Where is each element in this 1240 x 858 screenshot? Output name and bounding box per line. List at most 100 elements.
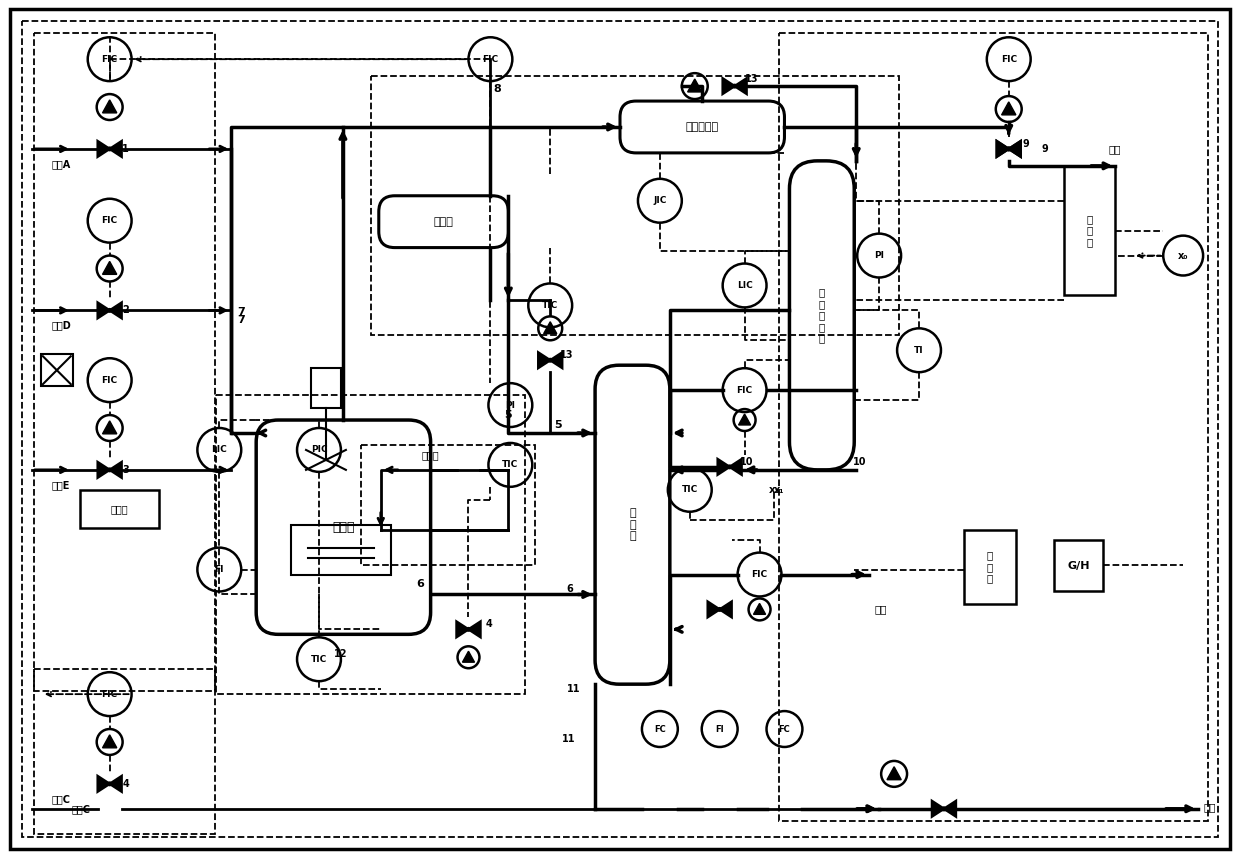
- Text: 8: 8: [494, 84, 501, 94]
- Text: 12: 12: [334, 650, 347, 659]
- Text: TIC: TIC: [502, 461, 518, 469]
- Polygon shape: [103, 734, 117, 748]
- Polygon shape: [463, 651, 475, 662]
- Polygon shape: [997, 141, 1008, 157]
- Text: 冷凝器: 冷凝器: [434, 217, 454, 227]
- Text: 4: 4: [123, 779, 129, 789]
- Circle shape: [733, 84, 737, 88]
- Text: PI: PI: [506, 401, 516, 409]
- Polygon shape: [718, 459, 729, 474]
- Text: 10: 10: [740, 457, 754, 467]
- Text: 气
液
分
离
器: 气 液 分 离 器: [818, 287, 825, 343]
- Polygon shape: [1008, 141, 1021, 157]
- Polygon shape: [1002, 102, 1016, 115]
- Text: x₁: x₁: [769, 485, 780, 495]
- Text: 净化: 净化: [1109, 144, 1121, 154]
- Polygon shape: [688, 79, 702, 92]
- Text: 进料C: 进料C: [52, 794, 71, 804]
- Text: 反应器: 反应器: [332, 521, 355, 534]
- Text: PIC: PIC: [311, 445, 327, 455]
- Polygon shape: [729, 459, 742, 474]
- Bar: [79, 490, 160, 528]
- Circle shape: [108, 468, 112, 472]
- Text: x₀: x₀: [1178, 251, 1188, 261]
- Bar: [780, 33, 1208, 821]
- Polygon shape: [98, 462, 109, 478]
- Polygon shape: [103, 262, 117, 275]
- Polygon shape: [109, 303, 122, 318]
- Bar: [963, 529, 1016, 604]
- Text: 13: 13: [745, 74, 759, 84]
- Text: 1: 1: [123, 144, 129, 154]
- Polygon shape: [887, 767, 901, 780]
- Polygon shape: [103, 421, 117, 434]
- Polygon shape: [723, 78, 734, 94]
- Bar: [41, 354, 73, 386]
- Bar: [361, 445, 536, 565]
- Polygon shape: [719, 601, 732, 617]
- Text: 6: 6: [567, 584, 573, 595]
- Text: 进料A: 进料A: [52, 159, 71, 169]
- Text: 循环压缩机: 循环压缩机: [686, 122, 719, 132]
- Circle shape: [466, 627, 470, 631]
- Polygon shape: [109, 776, 122, 792]
- Text: LIC: LIC: [212, 445, 227, 455]
- Text: 11: 11: [567, 684, 580, 694]
- Text: 7: 7: [237, 307, 246, 317]
- Text: FIC: FIC: [102, 216, 118, 225]
- Text: 10: 10: [852, 457, 866, 467]
- Text: 解
吸
塔: 解 吸 塔: [629, 508, 636, 541]
- Text: JIC: JIC: [653, 196, 667, 205]
- Bar: [216, 396, 526, 694]
- Text: 进料E: 进料E: [52, 480, 71, 490]
- Polygon shape: [103, 100, 117, 113]
- Text: 9: 9: [1042, 144, 1049, 154]
- Polygon shape: [98, 303, 109, 318]
- Text: FI: FI: [715, 724, 724, 734]
- Text: FIC: FIC: [102, 376, 118, 384]
- Text: FIC: FIC: [1001, 55, 1017, 63]
- Polygon shape: [739, 414, 750, 425]
- Polygon shape: [932, 801, 944, 817]
- Text: FIC: FIC: [102, 690, 118, 698]
- Text: 分
析
仪: 分 析 仪: [987, 551, 993, 583]
- Circle shape: [108, 782, 112, 786]
- Bar: [33, 669, 216, 834]
- Polygon shape: [944, 801, 956, 817]
- Text: G/H: G/H: [1068, 560, 1090, 571]
- Text: FC: FC: [779, 724, 790, 734]
- Text: TI: TI: [914, 346, 924, 354]
- Bar: [291, 525, 391, 575]
- Polygon shape: [98, 776, 109, 792]
- Text: 2: 2: [123, 305, 129, 316]
- Text: 5: 5: [554, 420, 562, 430]
- Bar: [33, 33, 216, 692]
- Text: FIC: FIC: [751, 570, 768, 579]
- Polygon shape: [708, 601, 719, 617]
- Text: FIC: FIC: [102, 55, 118, 63]
- Text: 11: 11: [562, 734, 575, 744]
- Bar: [1054, 540, 1104, 591]
- Text: TIC: TIC: [682, 486, 698, 494]
- Text: 5: 5: [505, 410, 512, 420]
- Text: 6: 6: [417, 579, 424, 589]
- Text: TIC: TIC: [311, 655, 327, 664]
- Circle shape: [718, 607, 722, 611]
- Text: 3: 3: [123, 465, 129, 474]
- Text: FI: FI: [215, 565, 224, 574]
- Circle shape: [942, 807, 946, 811]
- Text: FC: FC: [653, 724, 666, 734]
- Circle shape: [1007, 147, 1011, 151]
- Circle shape: [548, 359, 552, 362]
- Bar: [311, 368, 341, 408]
- Text: x₁: x₁: [774, 485, 785, 495]
- Polygon shape: [538, 353, 551, 368]
- Text: 4: 4: [485, 619, 492, 630]
- Polygon shape: [551, 353, 562, 368]
- Polygon shape: [1008, 141, 1021, 157]
- Text: 产品: 产品: [1203, 801, 1215, 812]
- Circle shape: [108, 309, 112, 312]
- Bar: [1064, 166, 1116, 295]
- Text: 分析仪: 分析仪: [110, 504, 129, 514]
- Text: 7: 7: [237, 316, 246, 325]
